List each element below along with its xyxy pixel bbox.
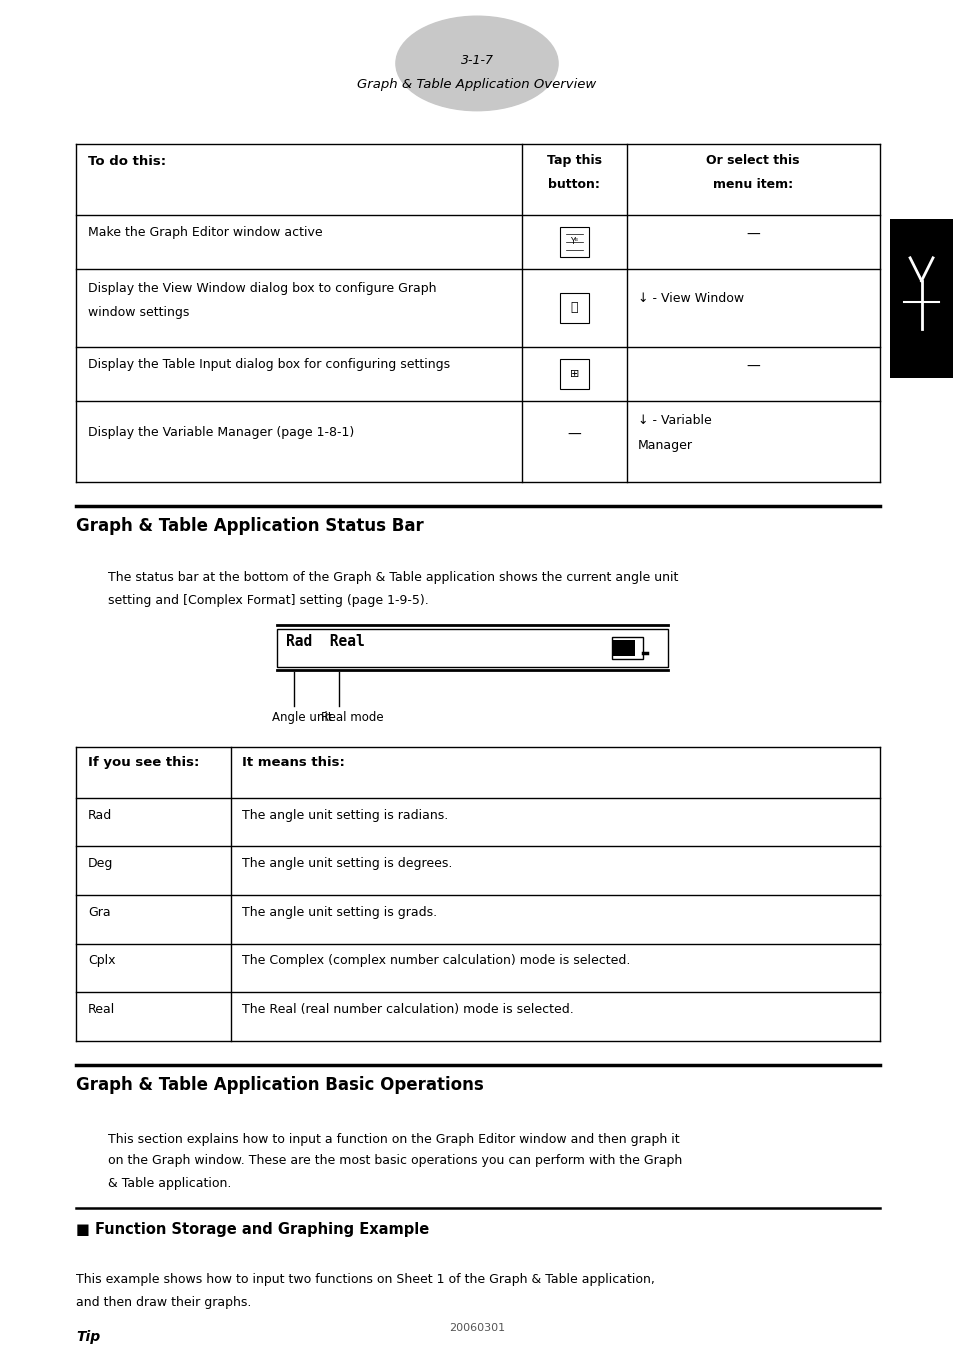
Text: Make the Graph Editor window active: Make the Graph Editor window active <box>88 225 322 239</box>
Text: Manager: Manager <box>638 439 692 452</box>
Text: ↓ - Variable: ↓ - Variable <box>638 414 711 428</box>
Text: —: — <box>745 228 760 242</box>
Text: Display the Table Input dialog box for configuring settings: Display the Table Input dialog box for c… <box>88 358 450 371</box>
FancyBboxPatch shape <box>559 359 588 389</box>
Text: ↓ - View Window: ↓ - View Window <box>638 292 743 305</box>
Text: Display the View Window dialog box to configure Graph: Display the View Window dialog box to co… <box>88 282 436 296</box>
FancyBboxPatch shape <box>889 219 953 378</box>
Text: Tip: Tip <box>76 1330 100 1343</box>
Text: ⊞: ⊞ <box>569 369 578 379</box>
Text: Real mode: Real mode <box>321 711 384 725</box>
Text: menu item:: menu item: <box>712 178 792 192</box>
Text: Rad: Rad <box>88 809 112 822</box>
FancyBboxPatch shape <box>276 629 667 667</box>
Text: The angle unit setting is radians.: The angle unit setting is radians. <box>242 809 448 822</box>
Text: Real: Real <box>88 1003 115 1017</box>
Text: Angle unit: Angle unit <box>272 711 332 725</box>
Text: & Table application.: & Table application. <box>108 1177 231 1191</box>
Text: Yᴱ: Yᴱ <box>570 238 578 246</box>
Text: on the Graph window. These are the most basic operations you can perform with th: on the Graph window. These are the most … <box>108 1154 681 1168</box>
Text: The angle unit setting is degrees.: The angle unit setting is degrees. <box>242 857 452 871</box>
FancyBboxPatch shape <box>613 640 634 656</box>
Text: The status bar at the bottom of the Graph & Table application shows the current : The status bar at the bottom of the Grap… <box>108 571 678 585</box>
Text: ■ Function Storage and Graphing Example: ■ Function Storage and Graphing Example <box>76 1222 429 1237</box>
Text: ⤢: ⤢ <box>570 301 578 315</box>
Text: This section explains how to input a function on the Graph Editor window and the: This section explains how to input a fun… <box>108 1133 679 1146</box>
Text: The Complex (complex number calculation) mode is selected.: The Complex (complex number calculation)… <box>242 954 630 968</box>
Text: The angle unit setting is grads.: The angle unit setting is grads. <box>242 906 436 919</box>
Text: Gra: Gra <box>88 906 111 919</box>
Text: setting and [Complex Format] setting (page 1-9-5).: setting and [Complex Format] setting (pa… <box>108 594 428 608</box>
FancyBboxPatch shape <box>559 227 588 256</box>
Text: —: — <box>745 360 760 374</box>
Text: This example shows how to input two functions on Sheet 1 of the Graph & Table ap: This example shows how to input two func… <box>76 1273 655 1287</box>
Text: The Real (real number calculation) mode is selected.: The Real (real number calculation) mode … <box>242 1003 573 1017</box>
FancyBboxPatch shape <box>559 293 588 323</box>
FancyBboxPatch shape <box>612 637 642 659</box>
Text: Display the Variable Manager (page 1-8-1): Display the Variable Manager (page 1-8-1… <box>88 425 354 439</box>
Text: Deg: Deg <box>88 857 113 871</box>
Text: Graph & Table Application Overview: Graph & Table Application Overview <box>357 78 596 92</box>
Text: To do this:: To do this: <box>88 155 166 169</box>
Text: 3-1-7: 3-1-7 <box>460 54 493 68</box>
Text: Graph & Table Application Status Bar: Graph & Table Application Status Bar <box>76 517 424 535</box>
Text: button:: button: <box>548 178 599 192</box>
Text: window settings: window settings <box>88 306 189 320</box>
Text: —: — <box>567 428 580 441</box>
Ellipse shape <box>395 16 558 111</box>
Text: and then draw their graphs.: and then draw their graphs. <box>76 1296 252 1310</box>
Text: Or select this: Or select this <box>705 154 799 167</box>
Text: Tap this: Tap this <box>546 154 601 167</box>
Text: Graph & Table Application Basic Operations: Graph & Table Application Basic Operatio… <box>76 1076 483 1094</box>
Text: 20060301: 20060301 <box>449 1323 504 1332</box>
Text: Cplx: Cplx <box>88 954 115 968</box>
Text: If you see this:: If you see this: <box>88 756 199 770</box>
Text: Rad  Real: Rad Real <box>286 634 365 649</box>
Text: It means this:: It means this: <box>242 756 344 770</box>
